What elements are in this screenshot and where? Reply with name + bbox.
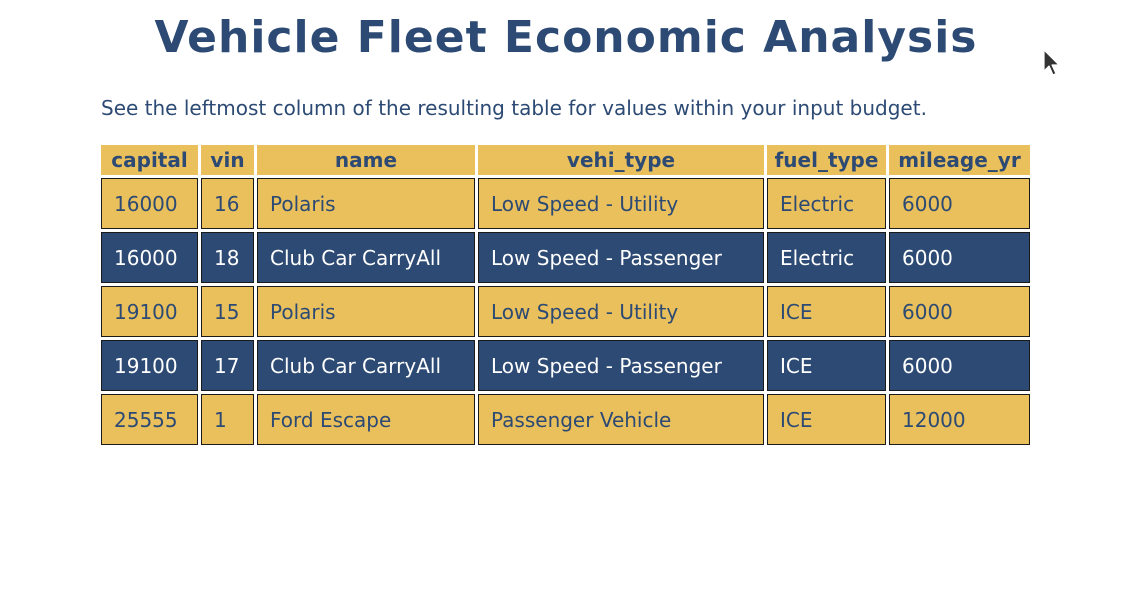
cell-name: Club Car CarryAll: [257, 232, 475, 283]
table-row: 25555 1 Ford Escape Passenger Vehicle IC…: [101, 394, 1030, 445]
column-header-mileage-yr: mileage_yr: [889, 145, 1030, 175]
cell-vehi-type: Low Speed - Passenger: [478, 340, 764, 391]
cell-fuel-type: Electric: [767, 232, 886, 283]
cell-mileage-yr: 6000: [889, 340, 1030, 391]
cell-name: Club Car CarryAll: [257, 340, 475, 391]
table-row: 16000 18 Club Car CarryAll Low Speed - P…: [101, 232, 1030, 283]
cell-mileage-yr: 6000: [889, 232, 1030, 283]
cell-fuel-type: ICE: [767, 394, 886, 445]
table-row: 16000 16 Polaris Low Speed - Utility Ele…: [101, 178, 1030, 229]
cell-fuel-type: ICE: [767, 286, 886, 337]
cell-capital: 16000: [101, 178, 198, 229]
cell-fuel-type: ICE: [767, 340, 886, 391]
cell-capital: 19100: [101, 340, 198, 391]
cell-vin: 18: [201, 232, 254, 283]
cell-mileage-yr: 6000: [889, 286, 1030, 337]
page-title: Vehicle Fleet Economic Analysis: [154, 12, 978, 63]
column-header-name: name: [257, 145, 475, 175]
cell-vin: 1: [201, 394, 254, 445]
cell-fuel-type: Electric: [767, 178, 886, 229]
cell-name: Polaris: [257, 286, 475, 337]
column-header-capital: capital: [101, 145, 198, 175]
cell-name: Ford Escape: [257, 394, 475, 445]
results-table: capital vin name vehi_type fuel_type mil…: [98, 142, 1033, 448]
cell-vin: 16: [201, 178, 254, 229]
mouse-pointer-icon: [1043, 49, 1060, 76]
cell-capital: 25555: [101, 394, 198, 445]
cell-capital: 19100: [101, 286, 198, 337]
cell-mileage-yr: 6000: [889, 178, 1030, 229]
cell-capital: 16000: [101, 232, 198, 283]
table-row: 19100 17 Club Car CarryAll Low Speed - P…: [101, 340, 1030, 391]
cell-vehi-type: Passenger Vehicle: [478, 394, 764, 445]
column-header-fuel-type: fuel_type: [767, 145, 886, 175]
cell-vehi-type: Low Speed - Utility: [478, 178, 764, 229]
cell-mileage-yr: 12000: [889, 394, 1030, 445]
table-header-row: capital vin name vehi_type fuel_type mil…: [101, 145, 1030, 175]
cell-vin: 15: [201, 286, 254, 337]
column-header-vin: vin: [201, 145, 254, 175]
page-subtitle: See the leftmost column of the resulting…: [101, 96, 927, 120]
cell-vehi-type: Low Speed - Utility: [478, 286, 764, 337]
cell-name: Polaris: [257, 178, 475, 229]
column-header-vehi-type: vehi_type: [478, 145, 764, 175]
cell-vin: 17: [201, 340, 254, 391]
cell-vehi-type: Low Speed - Passenger: [478, 232, 764, 283]
table-row: 19100 15 Polaris Low Speed - Utility ICE…: [101, 286, 1030, 337]
